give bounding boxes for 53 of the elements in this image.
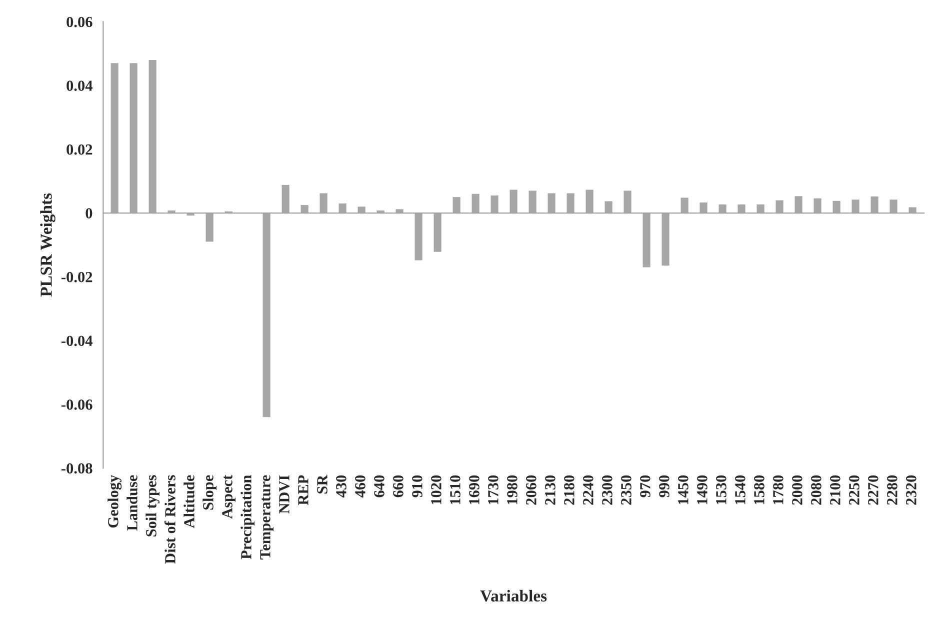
- y-tick-label: 0: [86, 208, 92, 218]
- y-tick-label: 0.04: [66, 80, 92, 91]
- x-tick-label: 970: [640, 475, 650, 498]
- y-axis-title: PLSR Weights: [40, 193, 56, 297]
- x-tick-label: 990: [659, 475, 670, 498]
- x-tick-label: Soil types: [146, 475, 160, 536]
- x-tick-label: 1510: [450, 475, 460, 504]
- x-tick-label: 2320: [906, 475, 916, 505]
- x-tick-label: Geology: [108, 474, 122, 528]
- x-tick-label: SR: [317, 474, 328, 494]
- x-tick-label: 1450: [678, 475, 688, 504]
- x-tick-label: 2250: [849, 475, 860, 505]
- x-tick-label: Temperature: [260, 475, 274, 560]
- x-tick-label: 2300: [602, 475, 612, 505]
- x-tick-label: 1490: [697, 475, 708, 504]
- y-tick-label: -0.08: [62, 463, 92, 474]
- x-tick-label: Altitude: [184, 475, 194, 528]
- x-tick-label: Dist of Rivers: [164, 475, 176, 564]
- x-tick-label: 460: [355, 475, 366, 498]
- x-tick-label: 2350: [621, 475, 632, 505]
- x-tick-label: Landuse: [126, 475, 138, 531]
- y-tick-label: -0.04: [62, 336, 92, 346]
- x-tick-label: REP: [298, 475, 308, 506]
- y-tick-label: 0.02: [66, 144, 92, 155]
- x-tick-label: 1780: [773, 475, 784, 504]
- x-tick-label: 1580: [754, 475, 764, 504]
- x-tick-label: 660: [393, 475, 404, 498]
- x-tick-label: 1690: [469, 475, 480, 504]
- x-tick-label: 2130: [545, 475, 556, 505]
- x-tick-label: Slope: [202, 475, 216, 510]
- x-tick-label: 2000: [792, 475, 802, 505]
- x-tick-label: 2060: [526, 475, 536, 505]
- x-tick-label: Precipitation: [240, 475, 254, 560]
- x-tick-label: 1530: [716, 475, 726, 504]
- x-tick-label: NDVI: [279, 475, 290, 514]
- y-tick-label: -0.02: [62, 272, 92, 282]
- x-tick-label: 2080: [811, 475, 822, 505]
- x-axis-title: Variables: [480, 590, 547, 602]
- x-tick-label: Aspect: [222, 474, 236, 519]
- y-tick-label: 0.06: [66, 16, 92, 28]
- x-tick-label: 1540: [735, 475, 746, 504]
- x-tick-label: 2240: [583, 475, 594, 505]
- x-tick-label: 640: [374, 475, 384, 498]
- x-tick-label: 2280: [887, 475, 898, 505]
- x-tick-label: 2180: [564, 475, 574, 505]
- y-tick-label: -0.06: [62, 399, 92, 410]
- x-tick-label: 430: [336, 475, 346, 498]
- x-tick-label: 2270: [868, 475, 878, 505]
- x-tick-label: 1020: [431, 475, 442, 504]
- x-tick-label: 2100: [830, 475, 840, 505]
- x-tick-label: 910: [412, 475, 422, 498]
- x-tick-label: 1980: [507, 475, 518, 504]
- x-tick-label: 1730: [488, 475, 498, 504]
